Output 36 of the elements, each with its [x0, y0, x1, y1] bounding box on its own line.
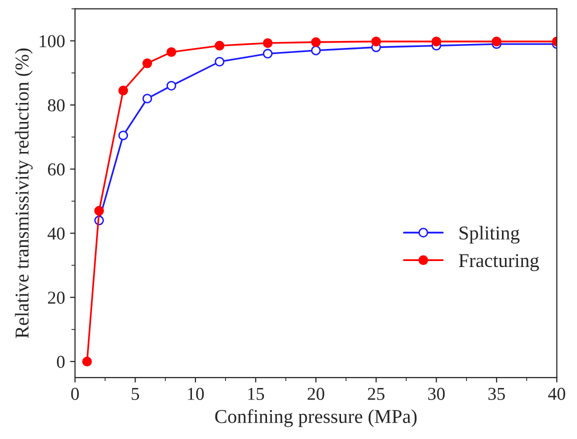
point [166, 80, 176, 91]
point [118, 86, 128, 96]
point [492, 36, 502, 46]
y-tick-label: 40 [48, 228, 65, 240]
x-tick-label: 10 [188, 388, 204, 400]
point [311, 37, 321, 47]
point [94, 206, 104, 216]
legend-label: Spliting [460, 226, 520, 244]
point [214, 40, 224, 51]
x-axis-title: Confining pressure (MPa) [215, 409, 417, 428]
point [311, 46, 321, 56]
x-tick-label: 40 [548, 388, 566, 400]
point [142, 94, 152, 104]
y-tick-label: 20 [48, 292, 65, 304]
point [371, 36, 381, 46]
x-tick-label: 20 [308, 388, 324, 400]
y-axis-title: Relative transmissivity reduction (%) [14, 48, 33, 338]
x-tick-label: 15 [248, 388, 264, 400]
x-tick-label: 5 [132, 388, 140, 400]
y-tick-label: 80 [48, 99, 65, 112]
x-tick-label: 0 [71, 388, 79, 400]
point [142, 58, 152, 68]
y-tick-label: 60 [48, 163, 65, 176]
point [262, 38, 273, 48]
point [166, 47, 176, 57]
point [82, 356, 92, 366]
x-tick-label: 30 [428, 388, 445, 400]
x-tick-label: 35 [488, 388, 505, 400]
point [214, 56, 224, 67]
point [431, 36, 442, 46]
x-tick-label: 25 [368, 388, 384, 400]
point [118, 130, 128, 140]
legend-label: Fracturing [458, 254, 539, 272]
point [262, 48, 273, 59]
y-tick-label: 100 [40, 35, 65, 48]
y-tick-label: 0 [56, 356, 65, 368]
